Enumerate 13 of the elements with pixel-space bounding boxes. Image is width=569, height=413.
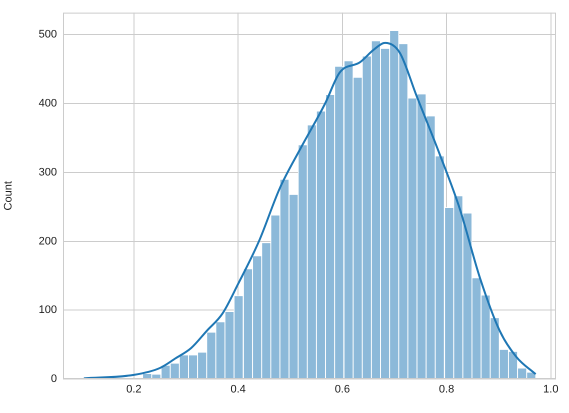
line-series [82, 42, 537, 379]
y-tick-label: 300 [38, 166, 57, 178]
x-tick-label: 1.0 [543, 384, 558, 396]
y-tick-label: 400 [38, 98, 57, 110]
x-tick-label: 0.8 [438, 384, 454, 396]
x-tick-label: 0.4 [230, 384, 246, 396]
y-tick-label: 100 [38, 304, 57, 316]
y-tick-label: 500 [38, 28, 57, 41]
y-axis-title: Count [2, 181, 15, 210]
x-tick-label: 0.2 [126, 384, 142, 396]
y-tick-label: 0 [50, 373, 57, 386]
y-tick-label: 200 [38, 235, 57, 248]
x-tick-label: 0.6 [334, 384, 350, 396]
